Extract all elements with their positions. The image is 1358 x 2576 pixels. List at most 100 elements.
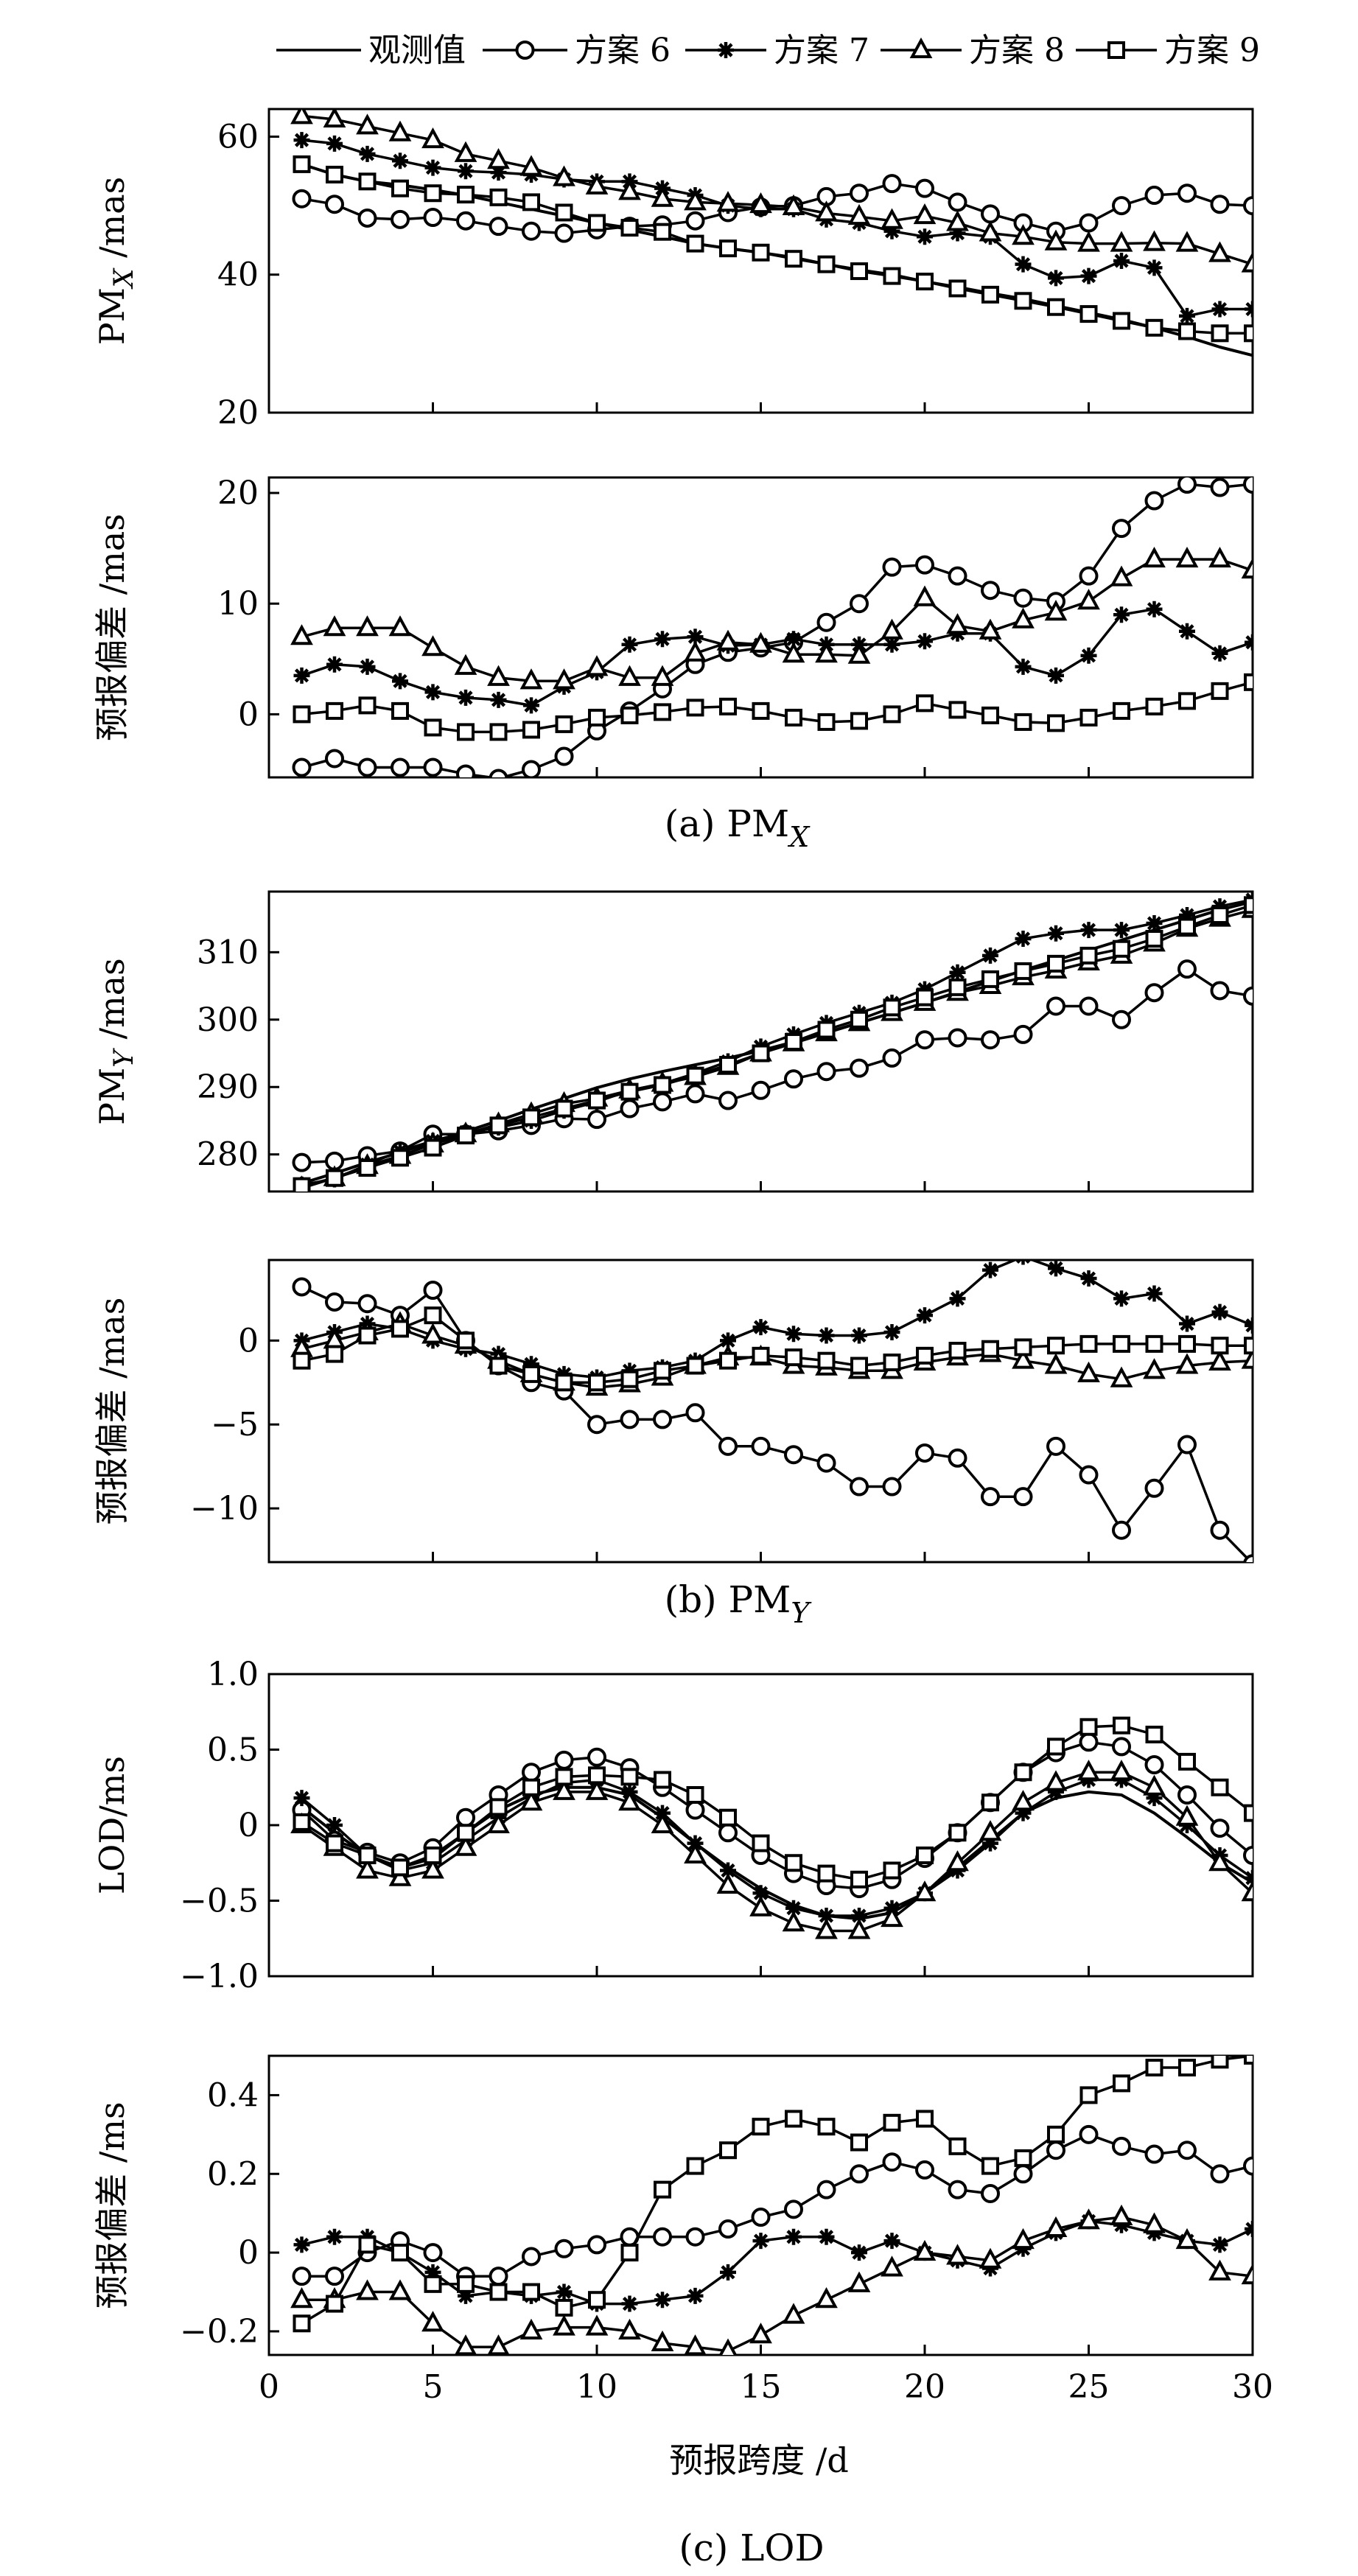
data-point-square	[948, 1824, 967, 1842]
series-line-square	[301, 1314, 1253, 1385]
data-point-triangle	[1044, 1353, 1068, 1374]
data-point-square	[358, 2236, 377, 2254]
data-point-star	[1080, 267, 1097, 284]
data-point-square	[1113, 2074, 1130, 2093]
data-point-square	[1244, 1804, 1253, 1822]
data-point-square	[489, 2283, 508, 2301]
data-point-circle	[587, 2235, 606, 2255]
data-point-square	[424, 1138, 442, 1157]
data-point-circle	[718, 1091, 738, 1110]
data-point-circle	[1243, 1846, 1253, 1865]
data-point-circle	[981, 1487, 1000, 1507]
data-point-square	[981, 970, 999, 988]
data-point-square	[1047, 714, 1065, 732]
y-tick-label: −1.0	[180, 1958, 259, 1995]
data-point-square	[522, 2283, 540, 2301]
data-point-square	[424, 1847, 442, 1864]
data-point-star	[720, 1862, 736, 1879]
data-point-square	[1113, 312, 1130, 330]
data-point-square	[686, 1066, 704, 1085]
data-point-square	[522, 721, 540, 739]
data-point-triangle	[454, 141, 477, 162]
data-point-square	[1211, 682, 1229, 700]
data-point-star	[556, 2283, 573, 2300]
data-point-triangle	[356, 615, 379, 637]
data-point-square	[358, 1158, 377, 1177]
legend-marker-triangle	[909, 37, 933, 58]
data-point-square	[293, 1177, 311, 1191]
data-point-triangle	[881, 618, 903, 640]
data-point-square	[686, 699, 704, 717]
x-tick-label: 10	[576, 2368, 617, 2406]
data-point-star	[392, 673, 408, 690]
data-point-triangle	[1012, 1790, 1035, 1811]
data-point-circle	[554, 223, 574, 243]
series-line-triangle	[301, 114, 1253, 266]
data-point-triangle	[1012, 224, 1035, 245]
data-point-triangle	[487, 665, 510, 686]
data-point-triangle	[1175, 1805, 1199, 1826]
data-point-triangle	[1175, 1353, 1199, 1374]
data-point-circle	[1177, 477, 1197, 494]
data-point-square	[424, 1306, 442, 1325]
data-point-star	[621, 636, 638, 653]
data-point-square	[948, 978, 967, 996]
data-point-square	[1014, 1763, 1032, 1782]
data-point-circle	[1112, 196, 1131, 216]
data-point-triangle	[519, 1790, 543, 1811]
data-layer	[290, 2056, 1253, 2355]
data-point-square	[785, 1854, 802, 1872]
data-point-triangle	[684, 1842, 707, 1863]
data-point-star	[392, 153, 408, 169]
data-point-triangle	[1012, 2227, 1035, 2250]
data-point-triangle	[1143, 1774, 1166, 1796]
data-point-star	[1211, 301, 1228, 318]
series-line-star	[301, 607, 1253, 707]
data-point-square	[555, 1768, 573, 1786]
data-point-triangle	[881, 208, 903, 229]
data-point-circle	[522, 221, 541, 241]
data-point-square	[489, 1357, 508, 1375]
data-point-circle	[489, 217, 508, 237]
data-point-circle	[915, 555, 934, 575]
data-point-square	[686, 2157, 704, 2175]
data-point-star	[752, 1885, 769, 1902]
data-point-triangle	[749, 1895, 772, 1917]
legend-label: 方案 9	[1164, 32, 1260, 69]
data-point-circle	[948, 192, 967, 212]
y-tick-label: 40	[217, 256, 259, 294]
data-point-square	[1079, 2086, 1098, 2104]
data-point-square	[817, 255, 836, 273]
data-point-square	[1145, 318, 1163, 337]
data-point-square	[654, 1362, 671, 1380]
data-point-triangle	[1012, 1348, 1035, 1369]
data-point-circle	[423, 757, 443, 777]
data-point-circle	[915, 2160, 934, 2180]
data-point-circle	[325, 749, 344, 769]
data-point-square	[883, 705, 901, 724]
data-point-star	[1113, 1290, 1130, 1307]
data-point-circle	[1177, 1785, 1197, 1805]
data-point-triangle	[618, 179, 641, 200]
data-point-triangle	[1208, 241, 1231, 262]
data-point-triangle	[356, 1858, 379, 1879]
data-point-circle	[882, 1048, 902, 1068]
data-point-circle	[1177, 1435, 1197, 1455]
data-point-circle	[587, 1747, 606, 1767]
data-point-star	[1015, 256, 1032, 273]
data-point-star	[424, 159, 441, 176]
data-point-triangle	[421, 2311, 444, 2332]
data-point-circle	[587, 1110, 606, 1130]
data-point-square	[981, 1793, 999, 1812]
data-point-square	[686, 1357, 704, 1375]
data-point-circle	[948, 1448, 967, 1468]
data-point-circle	[981, 1030, 1000, 1050]
data-point-square	[654, 703, 671, 721]
data-point-triangle	[454, 654, 477, 675]
data-point-triangle	[1044, 600, 1068, 621]
caption-a-sub: X	[787, 821, 811, 853]
lod-values-panel: −1.0 −0.5 0 0.5 1.0 LOD/ms	[92, 1656, 1254, 1995]
data-point-triangle	[1110, 231, 1133, 252]
data-point-square	[785, 1032, 802, 1051]
data-point-circle	[718, 1436, 738, 1456]
